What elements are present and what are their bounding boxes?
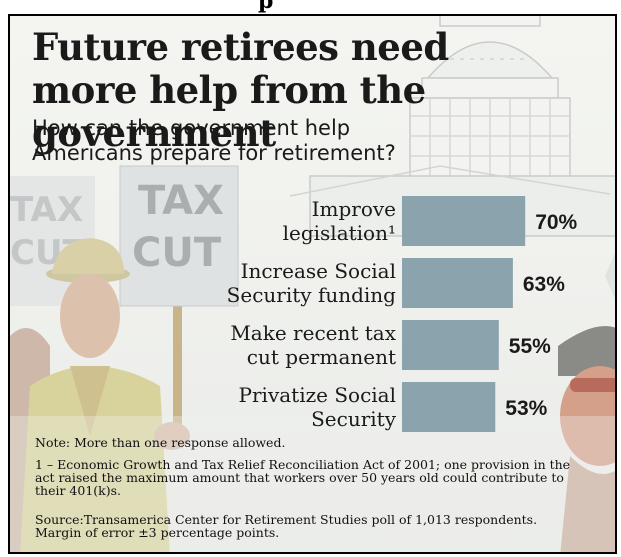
bar-value-label-2: 63% <box>523 273 565 296</box>
svg-text:TAX: TAX <box>138 178 224 224</box>
category-label-4-line-1: Privatize Social <box>239 383 396 407</box>
top-strip: p <box>0 0 621 14</box>
bar-3 <box>402 320 499 370</box>
footnote-text: 1 – Economic Growth and Tax Relief Recon… <box>35 457 571 498</box>
bar-value-label-3: 55% <box>509 335 551 358</box>
bar-4 <box>402 382 496 432</box>
chart-title: Future retirees need more help from the … <box>32 25 449 155</box>
category-label-3-line-2: cut permanent <box>247 345 396 369</box>
category-label-2-line-2: Security funding <box>227 283 397 307</box>
bar-1 <box>402 196 526 246</box>
bar-2 <box>402 258 513 308</box>
bar-value-label-1: 70% <box>535 211 577 234</box>
category-label-3-line-1: Make recent tax <box>230 321 396 345</box>
bar-value-label-4: 53% <box>505 397 547 420</box>
right-sign <box>605 252 615 300</box>
infographic-frame: TAX CUT TAX CUT <box>8 14 617 554</box>
note-text: Note: More than one response allowed. <box>35 435 286 450</box>
svg-text:CUT: CUT <box>132 230 222 276</box>
right-person <box>558 326 615 552</box>
category-label-1-line-2: legislation¹ <box>283 221 396 245</box>
left-protester <box>10 238 190 552</box>
category-label-2-line-1: Increase Social <box>241 259 396 283</box>
header-fragment: p <box>258 0 274 14</box>
category-label-1-line-1: Improve <box>312 197 396 221</box>
notes-block: Note: More than one response allowed. 1 … <box>35 436 575 548</box>
chart-subtitle: How can the government help Americans pr… <box>32 116 396 165</box>
category-label-4-line-2: Security <box>311 407 397 431</box>
center-sign: TAX CUT <box>119 165 239 434</box>
source-text: Source:Transamerica Center for Retiremen… <box>35 512 538 540</box>
svg-text:TAX: TAX <box>10 190 83 230</box>
